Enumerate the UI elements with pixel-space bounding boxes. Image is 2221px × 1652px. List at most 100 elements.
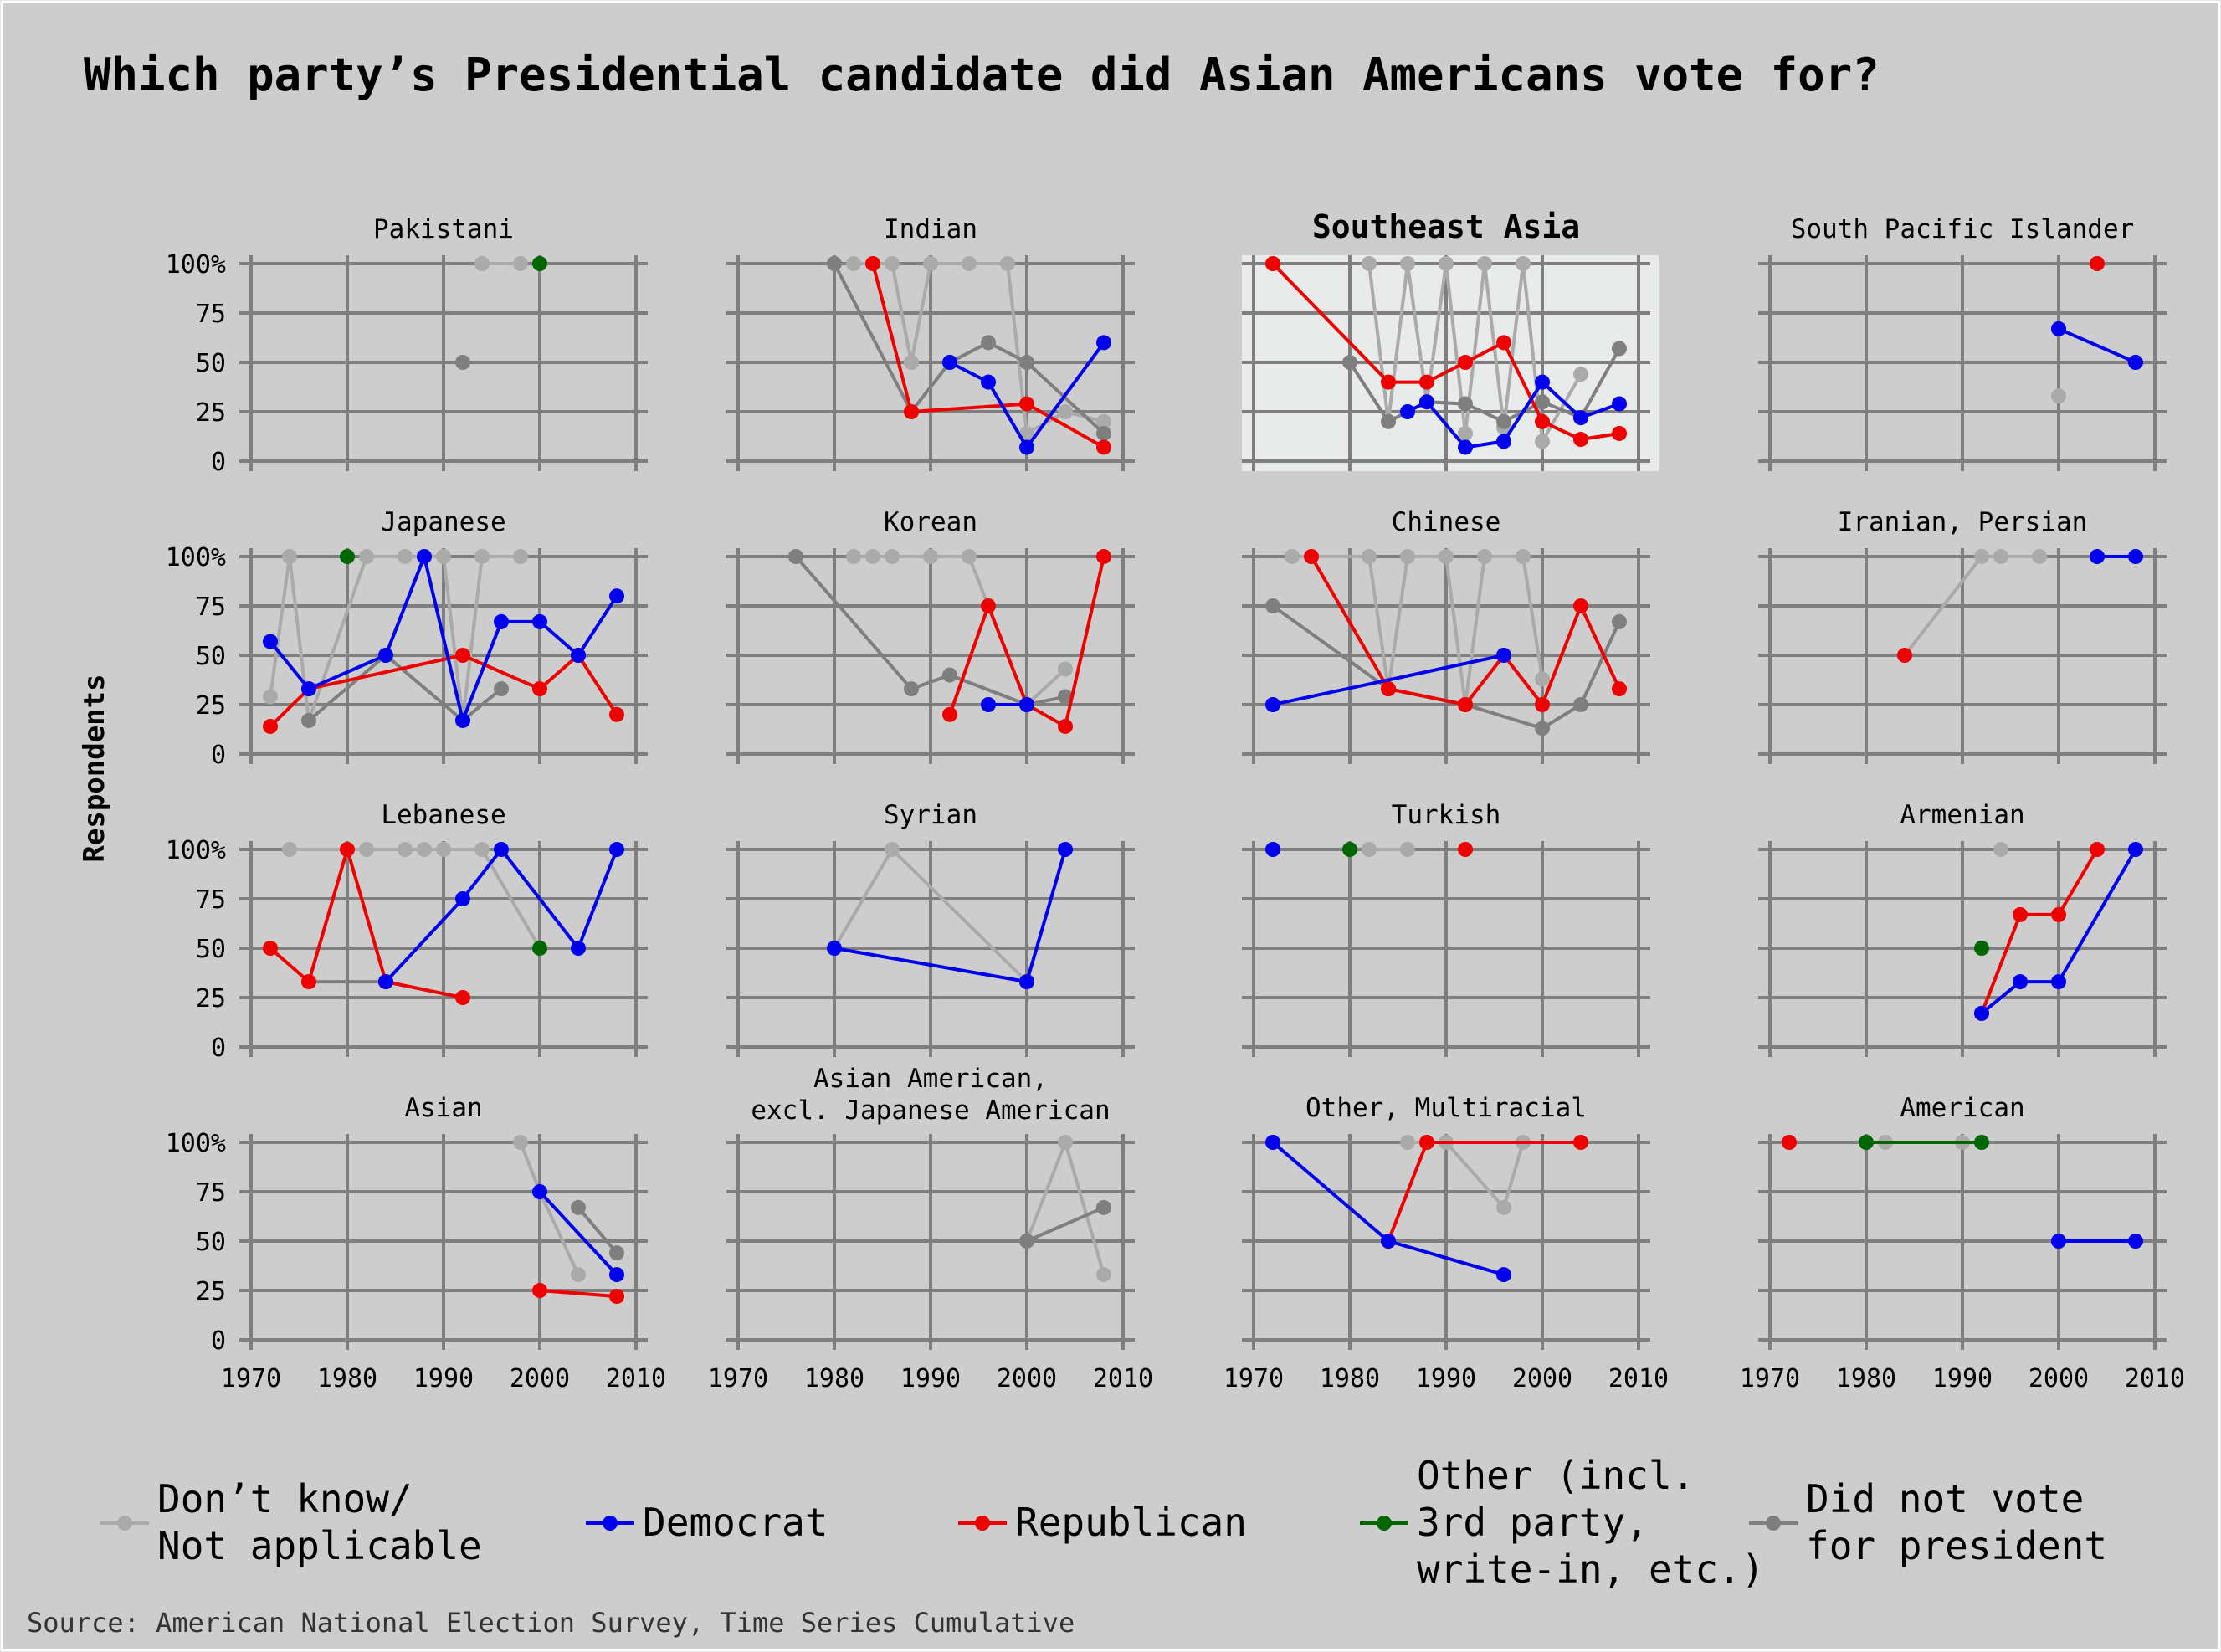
series-dk-point (474, 549, 490, 564)
series-dem-point (2128, 1234, 2143, 1249)
series-dnv-line (1026, 1206, 1105, 1243)
series-dk-point (398, 549, 413, 564)
panel-indian: Indian (726, 214, 1135, 471)
x-tick-label: 2000 (2029, 1364, 2089, 1393)
series-dk-point (436, 549, 451, 564)
series-dnv-line (307, 653, 503, 723)
series-dem-point (827, 941, 842, 956)
panel-armenian: Armenian (1758, 800, 2167, 1057)
series-dnv-point (904, 681, 919, 697)
panels-group: 0 25 50 75 100% Pakistani Indian Southeast Asia… (166, 208, 2185, 1393)
x-tick-label: 1970 (1223, 1364, 1284, 1393)
series-dk-point (1516, 256, 1531, 271)
series-rep-point (1304, 549, 1319, 564)
series-dk-point (1458, 425, 1473, 441)
legend-marker (603, 1516, 618, 1531)
panel-title: Lebanese (381, 800, 505, 830)
x-tick-label: 2010 (2125, 1364, 2185, 1393)
series-dk-point (962, 549, 977, 564)
series-dnv-point (1019, 1234, 1034, 1249)
legend-label: Don’t know/ (157, 1476, 413, 1521)
x-tick-label: 2000 (997, 1364, 1057, 1393)
series-dem-point (1265, 842, 1280, 857)
series-dk-point (962, 256, 977, 271)
series-dnv-point (981, 335, 996, 351)
series-dem-point (494, 842, 509, 857)
series-dem-point (2090, 549, 2105, 564)
series-dem-point (455, 712, 470, 728)
series-dem-point (1535, 374, 1550, 390)
y-tick-label: 50 (196, 642, 226, 671)
series-dk-point (1400, 549, 1415, 564)
series-dk-point (1400, 1135, 1415, 1150)
series-dk-point (1362, 842, 1377, 857)
y-tick-label: 25 (196, 691, 226, 721)
legend-label: Not applicable (157, 1523, 482, 1568)
series-dk-point (436, 842, 451, 857)
series-dnv-point (1342, 355, 1357, 370)
series-dk-point (263, 689, 278, 705)
legend-label: Republican (1015, 1500, 1247, 1545)
series-dem-line (949, 341, 1105, 451)
x-tick-label: 1970 (1740, 1364, 1800, 1393)
series-rep-point (532, 1283, 547, 1298)
y-tick-label: 100% (166, 836, 226, 865)
series-dnv-point (1019, 355, 1034, 370)
legend-marker (117, 1516, 132, 1531)
series-rep-point (1573, 432, 1588, 448)
series-rep-point (455, 648, 470, 663)
series-rep-point (904, 404, 919, 419)
series-dk-point (1993, 842, 2008, 857)
series-dem-point (571, 941, 586, 956)
panel-south-pacific-islander: South Pacific Islander (1758, 214, 2167, 471)
legend-marker (1766, 1516, 1781, 1531)
series-dem-point (1419, 394, 1434, 410)
series-rep-point (1496, 335, 1511, 351)
x-tick-label: 1990 (413, 1364, 474, 1393)
series-dk-point (885, 256, 900, 271)
series-dk-point (1400, 256, 1415, 271)
series-dem-point (1058, 842, 1073, 857)
y-tick-label: 50 (196, 935, 226, 964)
series-rep-point (1612, 425, 1627, 441)
series-dem-point (455, 891, 470, 906)
y-tick-label: 50 (196, 349, 226, 378)
series-dnv-point (1612, 341, 1627, 357)
series-rep-point (2051, 906, 2066, 922)
y-tick-label: 0 (211, 448, 226, 477)
y-tick-label: 0 (211, 1326, 226, 1356)
series-rep-point (1381, 681, 1396, 697)
panel-asian-american-excl-japanese-american: 1970 1980 1990 2000 2010 Asian American,excl.… (708, 1064, 1153, 1393)
series-dk-point (1477, 256, 1492, 271)
series-dk-point (513, 1135, 528, 1150)
series-dk-point (1096, 413, 1111, 429)
panel-title: Asian (404, 1093, 482, 1123)
panel-title: Asian American, (813, 1064, 1048, 1094)
series-rep-point (1019, 396, 1034, 412)
series-dnv-point (494, 681, 509, 697)
panel-asian: 0 25 50 75 100% 1970 1980 1990 2000 2010 Asian (166, 1093, 666, 1393)
panel-southeast-asia: Southeast Asia (1242, 208, 1659, 471)
series-dnv-point (1096, 425, 1111, 441)
series-dnv-point (609, 1245, 624, 1261)
x-tick-label: 2010 (606, 1364, 666, 1393)
legend-label: Other (incl. (1417, 1453, 1695, 1498)
panel-title: Chinese (1392, 507, 1501, 537)
series-dk-line (269, 555, 521, 721)
panel-title: Korean (884, 507, 977, 537)
series-dnv-point (788, 549, 803, 564)
chart-title: Which party’s Presidential candidate did… (84, 49, 1880, 101)
panel-title: Southeast Asia (1312, 208, 1580, 245)
series-dem-point (1265, 1135, 1280, 1150)
x-tick-label: 1970 (708, 1364, 768, 1393)
series-rep-point (1535, 413, 1550, 429)
series-dk-point (1496, 1199, 1511, 1215)
series-dem-point (1400, 404, 1415, 419)
panel-other-multiracial: 1970 1980 1990 2000 2010 Other, Multiracial (1223, 1093, 1669, 1393)
y-tick-label: 0 (211, 741, 226, 770)
series-dk-point (474, 256, 490, 271)
series-dem-point (609, 842, 624, 857)
series-rep-point (942, 706, 957, 722)
